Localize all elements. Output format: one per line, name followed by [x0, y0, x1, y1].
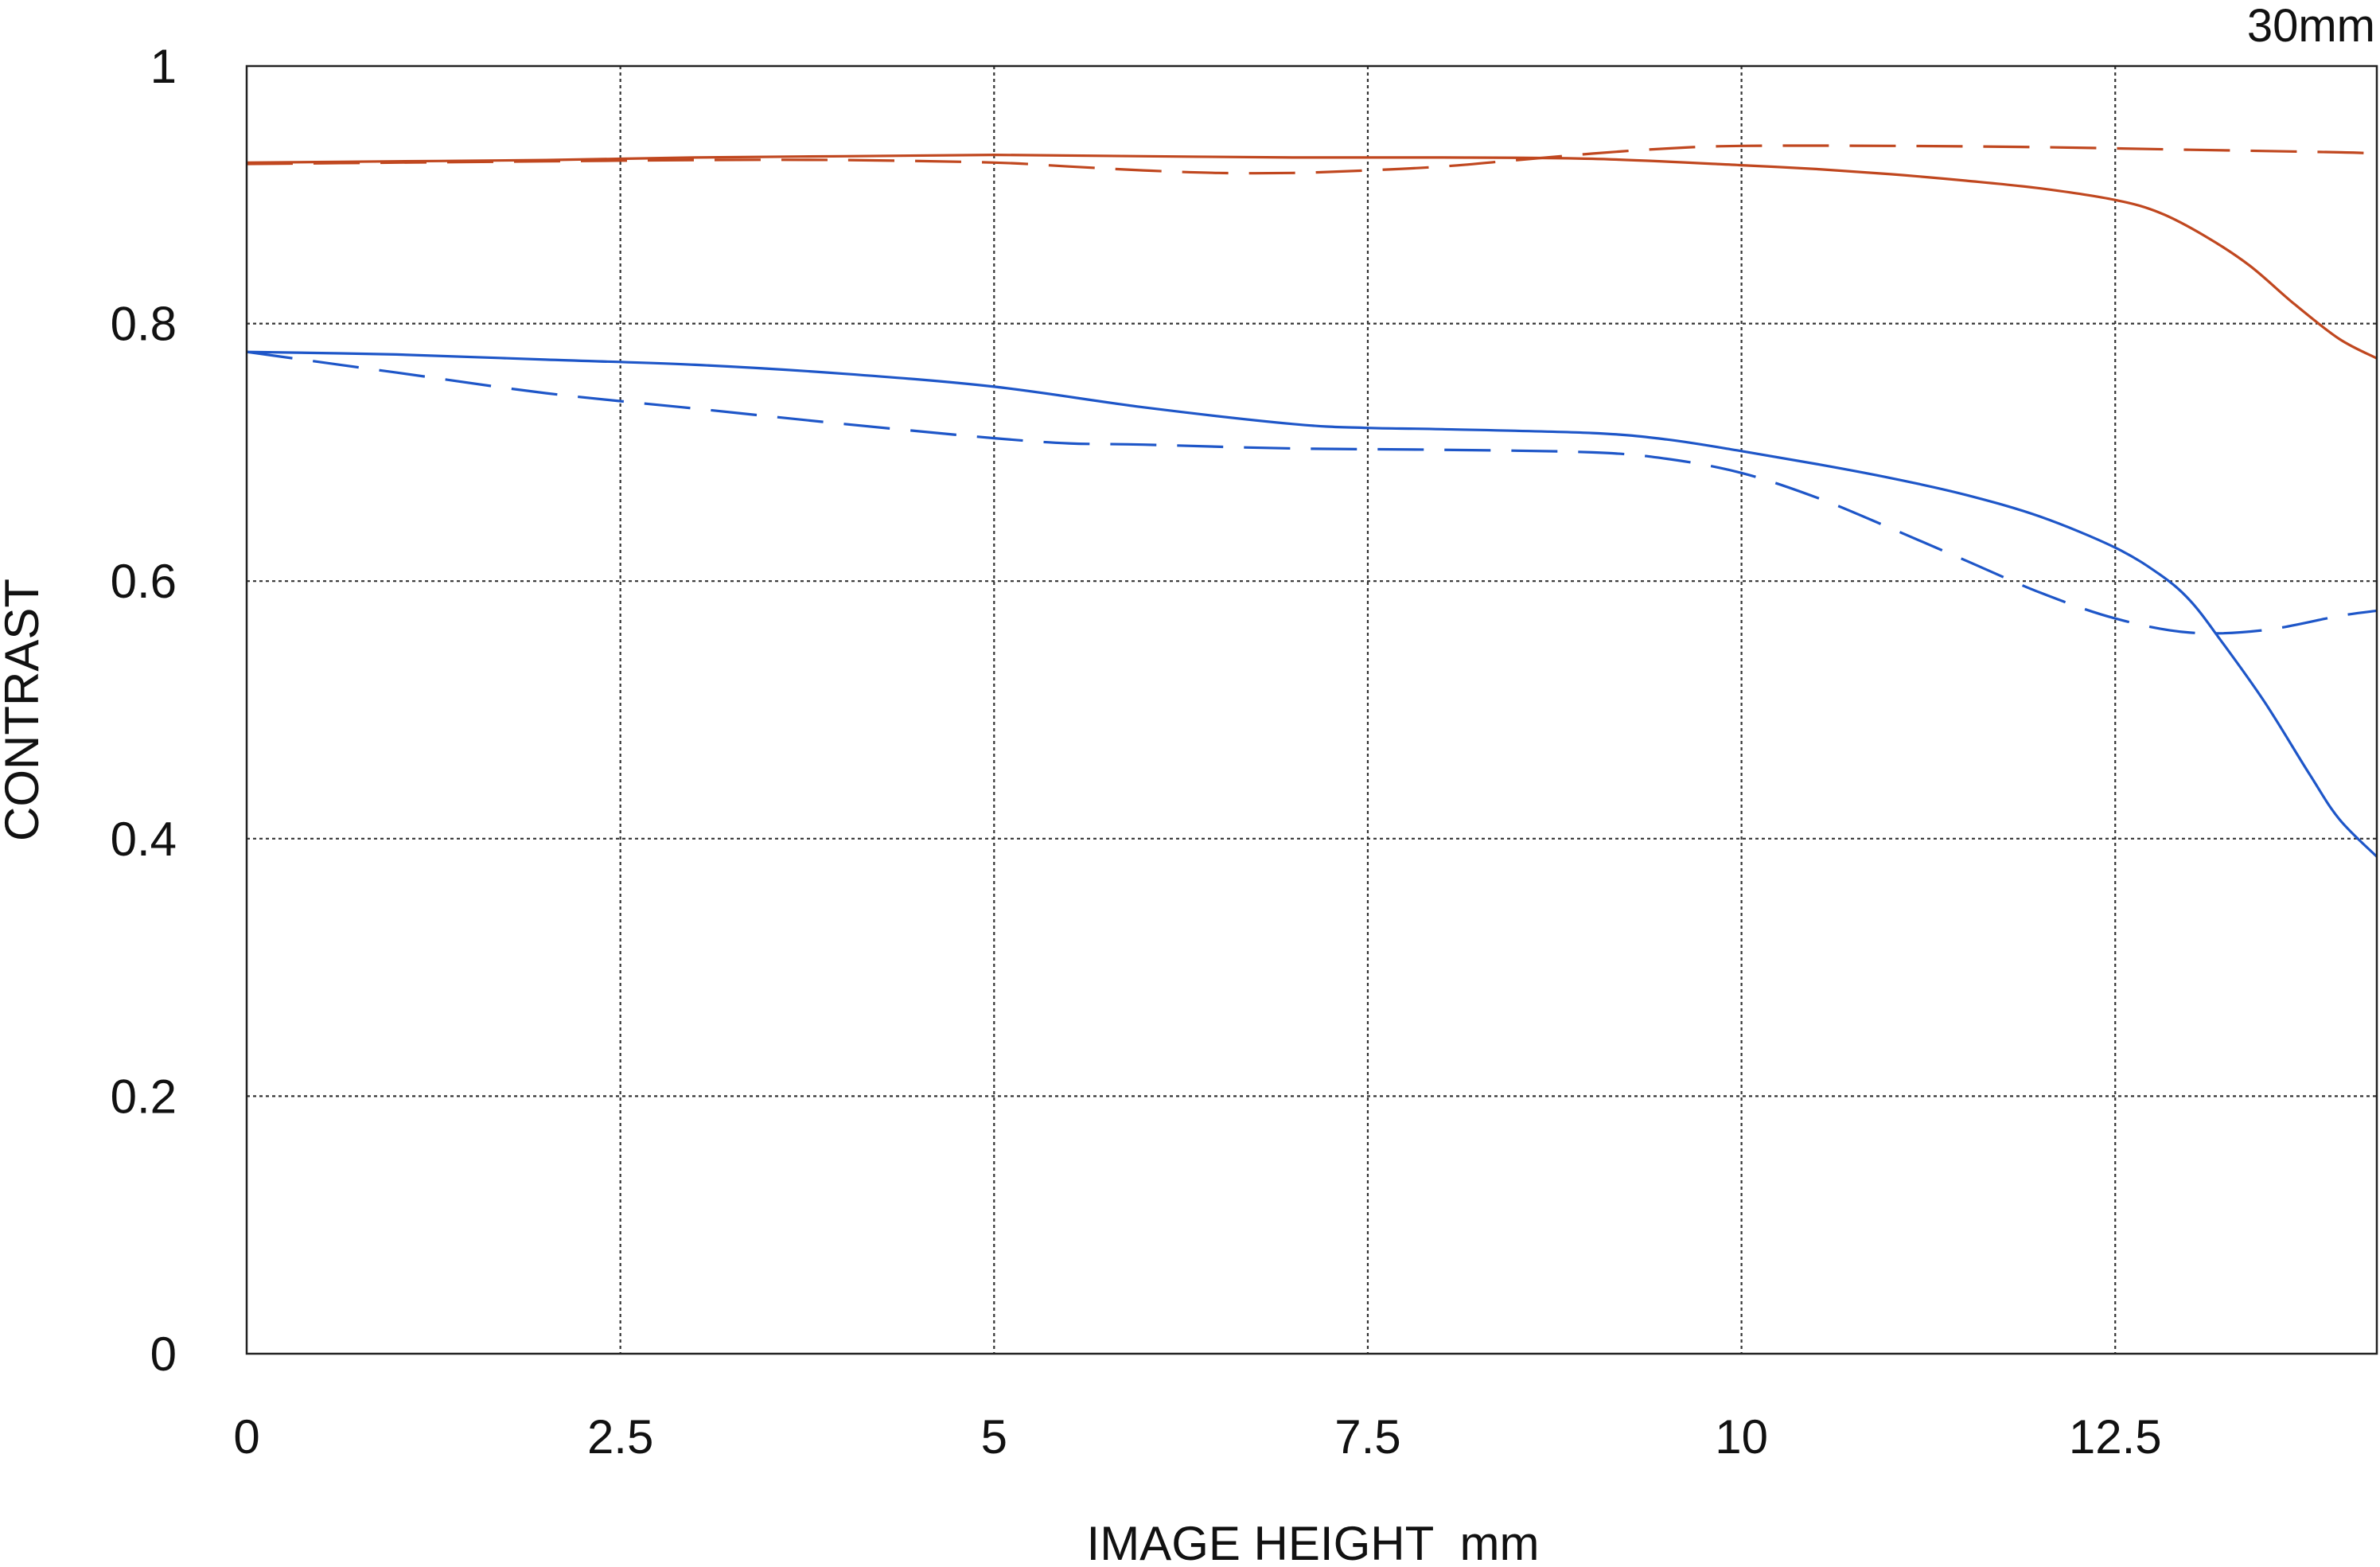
grid-layer — [247, 66, 2377, 1354]
x-tick-label: 2.5 — [587, 1410, 653, 1464]
y-tick-label: 0 — [150, 1327, 177, 1381]
y-tick-labels: 0 0.2 0.4 0.6 0.8 1 — [111, 40, 177, 1381]
focal-length-label: 30mm — [2247, 0, 2375, 52]
x-tick-label: 7.5 — [1334, 1410, 1400, 1464]
x-tick-label: 0 — [233, 1410, 259, 1464]
y-tick-label: 0.8 — [111, 298, 177, 351]
series-layer — [246, 144, 2378, 858]
series-line-2-dashed — [246, 144, 2378, 175]
y-axis-title: CONTRAST — [0, 579, 49, 841]
y-tick-label: 0.2 — [111, 1070, 177, 1123]
y-tick-label: 0.6 — [111, 555, 177, 608]
plot-frame — [245, 64, 2378, 1355]
x-tick-label: 5 — [981, 1410, 1007, 1464]
y-tick-label: 0.4 — [111, 813, 177, 866]
series-line-4-dashed — [246, 350, 2378, 635]
x-tick-label: 10 — [1715, 1410, 1768, 1464]
series-line-3-solid — [246, 350, 2378, 858]
x-axis-title: IMAGE HEIGHT mm — [1087, 1517, 1540, 1563]
x-tick-labels: 0 2.5 5 7.5 10 12.5 — [233, 1410, 2161, 1464]
y-tick-label: 1 — [150, 40, 177, 93]
x-tick-label: 12.5 — [2069, 1410, 2162, 1464]
series-line-1-solid — [246, 154, 2378, 360]
